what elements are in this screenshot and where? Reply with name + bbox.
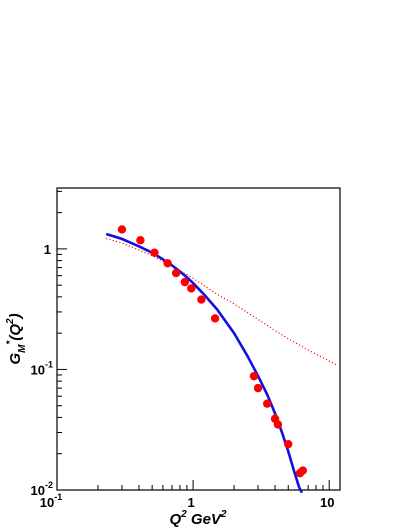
data-point (298, 466, 308, 475)
data-point (253, 383, 263, 393)
y-axis-label: GM*(Q2) (5, 313, 28, 364)
data-point (171, 268, 181, 278)
dotted-model-curve (106, 237, 338, 366)
fit-curve (105, 232, 304, 494)
y-tick-label: 1 (44, 242, 51, 257)
data-point (117, 225, 127, 234)
x-axis-label: Q2 GeV2 (170, 509, 227, 528)
data-point (187, 284, 196, 293)
data-point (197, 295, 206, 304)
data-point (180, 277, 190, 287)
data-point (150, 248, 159, 257)
data-point (249, 371, 259, 381)
data-point (163, 259, 172, 268)
y-axis: 10-210-11 (31, 190, 67, 498)
x-tick-label: 1 (187, 495, 194, 510)
data-point (284, 439, 293, 449)
data-point (273, 420, 283, 429)
data-points (117, 225, 308, 478)
data-point (136, 236, 145, 245)
plot-frame (56, 187, 341, 491)
data-point (210, 314, 220, 323)
y-tick-label: 10-1 (31, 359, 53, 377)
x-axis: 10-1 1 10 (40, 480, 334, 510)
x-tick-label: 10 (320, 495, 334, 510)
data-point (262, 399, 272, 408)
